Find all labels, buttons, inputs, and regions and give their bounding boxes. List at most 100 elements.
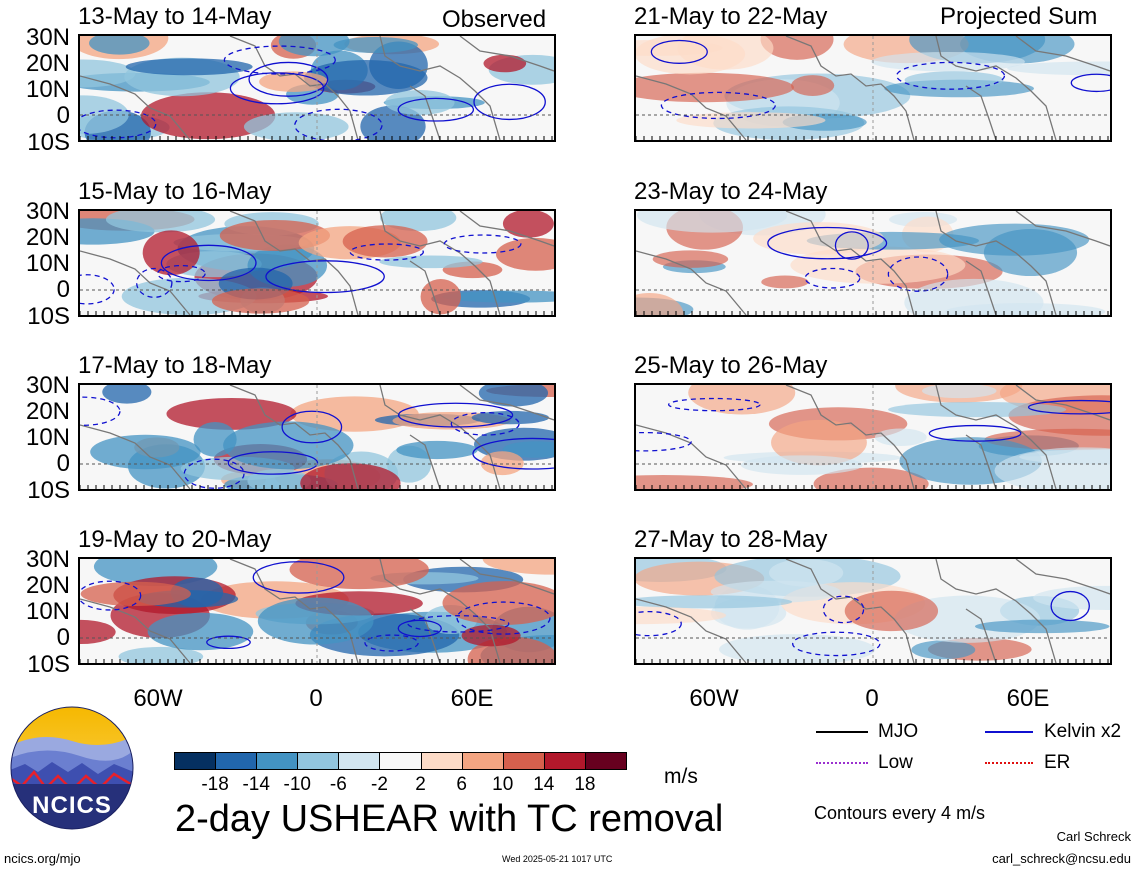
kelvin-contour bbox=[281, 410, 343, 444]
coastline bbox=[379, 559, 501, 663]
coastline bbox=[935, 211, 1057, 315]
observed-label: Observed bbox=[442, 6, 547, 33]
lat-label: 20N bbox=[25, 50, 70, 77]
legend-mjo-line bbox=[816, 731, 868, 733]
lat-label: 10N bbox=[25, 76, 70, 103]
kelvin-contour bbox=[1050, 590, 1090, 622]
shear-anomaly-blob bbox=[342, 225, 428, 258]
shear-anomaly-blob bbox=[223, 421, 354, 470]
lat-label: 10S bbox=[27, 129, 70, 156]
map-panel-observed-4 bbox=[78, 557, 556, 665]
lat-label: 30N bbox=[25, 24, 70, 51]
shear-anomaly-blob bbox=[278, 36, 350, 57]
shear-anomaly-blob bbox=[636, 211, 788, 233]
colorbar-tick-label: -6 bbox=[329, 774, 347, 795]
shear-anomaly-blob bbox=[289, 559, 429, 590]
panel-title-left-1: 13-May to 14-May bbox=[78, 3, 272, 30]
legend-kelvin-label: Kelvin x2 bbox=[1044, 721, 1122, 742]
panel-title-right-3: 25-May to 26-May bbox=[634, 352, 828, 379]
kelvin-contour bbox=[472, 437, 554, 470]
coastline bbox=[1015, 36, 1110, 72]
shear-anomaly-blob bbox=[636, 595, 793, 609]
coastline bbox=[459, 385, 554, 421]
shear-anomaly-blob bbox=[300, 463, 401, 489]
coastline bbox=[459, 36, 554, 72]
shear-anomaly-blob bbox=[1033, 585, 1110, 611]
legend-low-label: Low bbox=[878, 752, 913, 773]
coastline bbox=[80, 75, 191, 140]
shear-anomaly-blob bbox=[676, 112, 826, 129]
colorbar-labels: -18 -14 -10 -6 -2 2 6 10 14 18 bbox=[174, 775, 626, 797]
kelvin-contour bbox=[364, 634, 419, 652]
shear-anomaly-blob bbox=[791, 75, 835, 96]
lat-label: 0 bbox=[56, 450, 70, 477]
lon-label-right: 60E bbox=[1006, 685, 1050, 712]
kelvin-contour bbox=[895, 61, 1006, 90]
kelvin-contour bbox=[443, 234, 522, 254]
shear-map bbox=[636, 36, 1110, 140]
coastline bbox=[636, 598, 747, 663]
legend-er-line bbox=[985, 762, 1033, 764]
shear-map bbox=[636, 211, 1110, 315]
shear-anomaly-blob bbox=[420, 279, 462, 315]
shear-anomaly-blob bbox=[379, 255, 483, 269]
shear-anomaly-blob bbox=[80, 59, 136, 88]
coastline bbox=[935, 36, 1057, 140]
coastline bbox=[1015, 385, 1110, 421]
coastline bbox=[965, 260, 997, 315]
shear-anomaly-blob bbox=[471, 410, 550, 425]
coastline bbox=[1015, 559, 1110, 595]
coastline bbox=[935, 559, 1057, 663]
colorbar-swatch bbox=[420, 752, 463, 770]
kelvin-contour bbox=[792, 631, 881, 657]
kelvin-contour bbox=[80, 580, 142, 611]
coastline bbox=[80, 598, 191, 663]
kelvin-contour bbox=[80, 274, 115, 305]
shear-map bbox=[80, 385, 554, 489]
kelvin-contour bbox=[80, 396, 121, 426]
coastline bbox=[459, 211, 554, 247]
kelvin-contour bbox=[804, 267, 861, 289]
legend-kelvin-line bbox=[985, 731, 1033, 733]
coastline bbox=[785, 385, 915, 489]
shear-anomaly-blob bbox=[259, 71, 329, 92]
lat-label: 20N bbox=[25, 398, 70, 425]
shear-anomaly-blob bbox=[502, 211, 554, 238]
lat-label: 20N bbox=[25, 224, 70, 251]
logo-text: NCICS bbox=[32, 792, 112, 819]
lon-label-left: 0 bbox=[309, 685, 323, 712]
coastline bbox=[636, 75, 747, 140]
projected-sum-label: Projected Sum bbox=[940, 3, 1098, 30]
kelvin-contour bbox=[248, 61, 329, 97]
colorbar-swatch bbox=[461, 752, 504, 770]
shear-anomaly-blob bbox=[844, 590, 939, 632]
lat-label: 0 bbox=[56, 276, 70, 303]
shear-anomaly-blob bbox=[887, 401, 1067, 418]
kelvin-contour bbox=[229, 72, 325, 105]
legend-low-line bbox=[816, 762, 868, 764]
shear-anomaly-blob bbox=[1007, 61, 1110, 76]
colorbar-swatch bbox=[338, 752, 381, 770]
footer-url: ncics.org/mjo bbox=[4, 851, 81, 866]
colorbar-swatch bbox=[297, 752, 340, 770]
panel-title-right-1: 21-May to 22-May bbox=[634, 3, 828, 30]
coastline bbox=[636, 424, 747, 489]
shear-anomaly-blob bbox=[753, 222, 884, 255]
shear-anomaly-blob bbox=[480, 451, 524, 476]
shear-map bbox=[80, 36, 554, 140]
colorbar-swatch bbox=[174, 752, 217, 770]
coastline bbox=[965, 608, 997, 663]
coastline bbox=[379, 211, 501, 315]
kelvin-contour bbox=[887, 256, 949, 292]
shear-anomaly-blob bbox=[257, 597, 374, 645]
coastline bbox=[636, 250, 747, 315]
kelvin-contour bbox=[294, 108, 383, 140]
kelvin-contour bbox=[223, 45, 336, 75]
kelvin-contour bbox=[349, 243, 424, 261]
legend-mjo-label: MJO bbox=[878, 721, 919, 742]
shear-anomaly-blob bbox=[482, 559, 554, 575]
coastline bbox=[409, 85, 441, 140]
lat-label: 10N bbox=[25, 424, 70, 451]
footer-timestamp: Wed 2025-05-21 1017 UTC bbox=[502, 854, 613, 864]
coastline bbox=[229, 559, 359, 663]
